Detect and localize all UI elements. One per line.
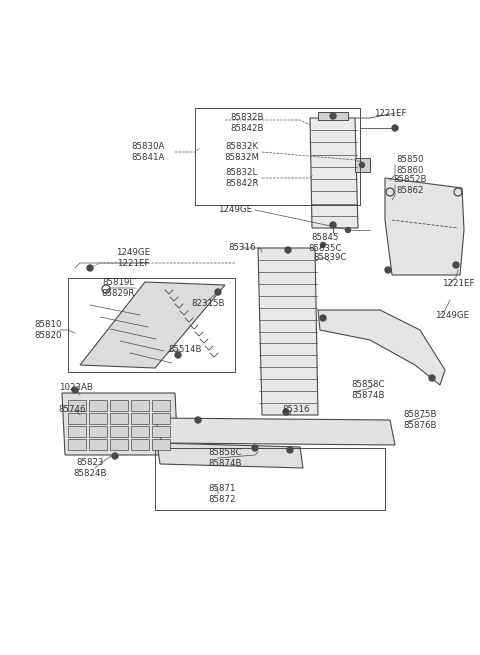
Text: 85832K
85832M: 85832K 85832M bbox=[225, 142, 260, 162]
Text: 85858C
85874B: 85858C 85874B bbox=[208, 448, 242, 468]
Text: 85746: 85746 bbox=[58, 405, 86, 415]
Circle shape bbox=[112, 453, 118, 459]
Text: 85845
85835C: 85845 85835C bbox=[308, 233, 342, 253]
Text: 85514B: 85514B bbox=[168, 345, 202, 354]
Text: 85823
85824B: 85823 85824B bbox=[73, 458, 107, 477]
Bar bbox=[68, 413, 86, 424]
Bar bbox=[68, 400, 86, 411]
Text: 1249GE: 1249GE bbox=[218, 206, 252, 214]
Bar bbox=[68, 426, 86, 437]
Polygon shape bbox=[155, 418, 395, 445]
Polygon shape bbox=[318, 112, 348, 120]
Polygon shape bbox=[80, 282, 225, 368]
Bar bbox=[89, 400, 107, 411]
Bar bbox=[152, 400, 170, 411]
Polygon shape bbox=[258, 248, 318, 415]
Circle shape bbox=[252, 445, 258, 451]
Text: 85830A
85841A: 85830A 85841A bbox=[132, 142, 165, 162]
Text: 1249GE: 1249GE bbox=[435, 310, 469, 320]
Bar bbox=[131, 439, 149, 450]
Circle shape bbox=[346, 227, 350, 233]
Polygon shape bbox=[318, 310, 445, 385]
Bar bbox=[89, 426, 107, 437]
Circle shape bbox=[330, 113, 336, 119]
Text: 85819L
85829R: 85819L 85829R bbox=[101, 278, 135, 298]
Circle shape bbox=[195, 417, 201, 423]
Circle shape bbox=[287, 447, 293, 453]
Bar bbox=[152, 413, 170, 424]
Bar bbox=[131, 426, 149, 437]
Circle shape bbox=[385, 267, 391, 273]
Text: 85875B
85876B: 85875B 85876B bbox=[403, 410, 437, 430]
Text: 85316: 85316 bbox=[228, 244, 256, 252]
Bar bbox=[89, 439, 107, 450]
Text: 85850
85860: 85850 85860 bbox=[396, 155, 424, 175]
Polygon shape bbox=[355, 158, 370, 172]
Text: 85858C
85874B: 85858C 85874B bbox=[351, 381, 385, 400]
Circle shape bbox=[360, 162, 364, 168]
Text: 1249GE
1221EF: 1249GE 1221EF bbox=[116, 248, 150, 268]
Circle shape bbox=[392, 125, 398, 131]
Circle shape bbox=[285, 247, 291, 253]
Bar bbox=[110, 439, 128, 450]
Circle shape bbox=[87, 265, 93, 271]
Polygon shape bbox=[62, 393, 178, 455]
Bar bbox=[131, 400, 149, 411]
Text: 1221EF: 1221EF bbox=[442, 278, 474, 288]
Bar bbox=[131, 413, 149, 424]
Polygon shape bbox=[385, 178, 464, 275]
Circle shape bbox=[321, 242, 325, 248]
Bar bbox=[110, 426, 128, 437]
Circle shape bbox=[453, 262, 459, 268]
Text: 85832B
85842B: 85832B 85842B bbox=[230, 113, 264, 133]
Circle shape bbox=[215, 289, 221, 295]
Bar bbox=[89, 413, 107, 424]
Circle shape bbox=[283, 409, 289, 415]
Circle shape bbox=[72, 387, 78, 393]
Text: 85871
85872: 85871 85872 bbox=[208, 484, 236, 504]
Polygon shape bbox=[157, 443, 303, 468]
Text: 82315B: 82315B bbox=[191, 299, 225, 307]
Text: 1023AB: 1023AB bbox=[59, 383, 93, 392]
Bar bbox=[110, 400, 128, 411]
Text: 85810
85820: 85810 85820 bbox=[34, 320, 62, 340]
Text: 1221EF: 1221EF bbox=[374, 109, 406, 117]
Bar bbox=[110, 413, 128, 424]
Polygon shape bbox=[310, 118, 358, 228]
Text: 85832L
85842R: 85832L 85842R bbox=[225, 168, 259, 188]
Bar bbox=[152, 439, 170, 450]
Circle shape bbox=[175, 352, 181, 358]
Text: 85852B
85862: 85852B 85862 bbox=[393, 176, 427, 195]
Text: 85316: 85316 bbox=[282, 405, 310, 415]
Circle shape bbox=[330, 222, 336, 228]
Text: 85839C: 85839C bbox=[313, 253, 347, 263]
Circle shape bbox=[320, 315, 326, 321]
Bar bbox=[152, 426, 170, 437]
Circle shape bbox=[429, 375, 435, 381]
Bar bbox=[68, 439, 86, 450]
